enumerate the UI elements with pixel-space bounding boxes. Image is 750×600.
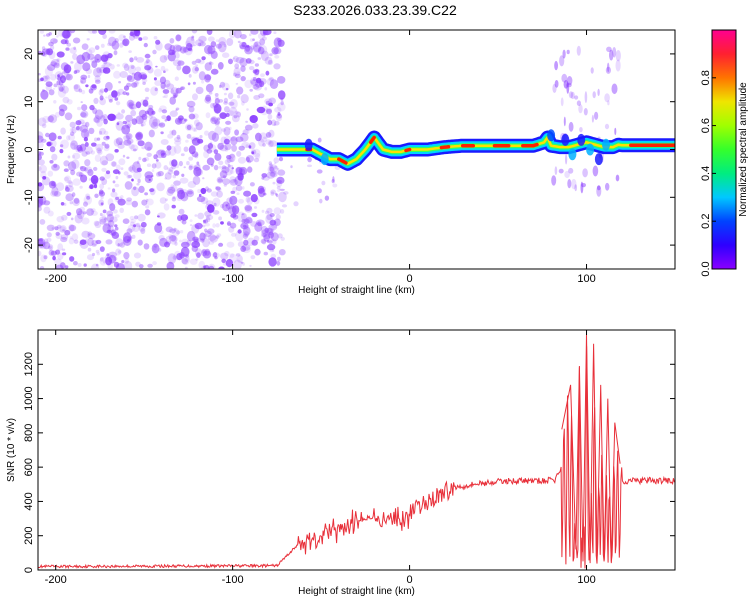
ridge-blob-8 [320,153,329,166]
ridge-blob-6 [602,138,610,151]
y-tick-label: 1200 [23,352,35,376]
y-tick-label: 20 [23,48,35,60]
x-tick-label: -200 [45,273,67,285]
spectrogram-ridge [271,129,675,171]
colorbar-tick-label: 0.6 [700,118,712,133]
y-tick-label: -10 [23,189,35,205]
colorbar-tick-label: 0.2 [700,214,712,229]
ridge-blob-2 [568,148,577,161]
y-axis-label: SNR (10 * v/v) [6,418,17,482]
y-tick-label: 10 [23,96,35,108]
ridge-blob-3 [577,133,586,146]
snr-series [38,334,675,570]
ridge-blob-0 [547,129,556,142]
x-tick-label: 100 [577,574,595,586]
ridge-blob-7 [304,138,313,151]
x-tick-label: 100 [577,273,595,285]
ridge-peak-4 [439,145,451,150]
y-tick-label: 1000 [23,386,35,410]
ridge-peak-3 [404,147,412,153]
colorbar-tick-label: 0.8 [700,70,712,85]
colorbar-tick-label: 0.4 [700,166,712,181]
x-axis-label: Height of straight line (km) [298,285,415,296]
chart-title: S233.2026.033.23.39.C22 [293,2,457,18]
x-tick-label: -100 [222,273,244,285]
snr-spikes [561,334,621,564]
ridge-peak-7 [521,142,539,148]
snr-line [38,346,675,570]
y-tick-label: -20 [23,237,35,253]
y-tick-label: 200 [23,527,35,545]
y-axis-label: Frequency (Hz) [6,115,17,184]
colorbar [711,29,737,270]
ridge-blob-5 [594,153,603,166]
spectrogram-noise [38,30,623,269]
y-tick-label: 0 [23,146,35,152]
x-tick-label: -100 [222,574,244,586]
ridge-blob-4 [586,143,595,156]
x-tick-label: 0 [407,574,413,586]
snr-frame [37,329,676,571]
colorbar-label: Normalized spectral amplitude [738,82,749,217]
ridge-blob-1 [561,133,570,146]
ridge-peak-2 [368,135,376,145]
y-tick-label: 800 [23,424,35,442]
y-tick-label: 600 [23,458,35,476]
ridge-peak-1 [337,157,348,165]
x-tick-label: -200 [45,574,67,586]
x-tick-label: 0 [407,273,413,285]
y-tick-label: 400 [23,492,35,510]
colorbar-tick-label: 0.0 [700,261,712,276]
y-tick-label: 0 [23,567,35,573]
x-axis-label: Height of straight line (km) [298,586,415,597]
